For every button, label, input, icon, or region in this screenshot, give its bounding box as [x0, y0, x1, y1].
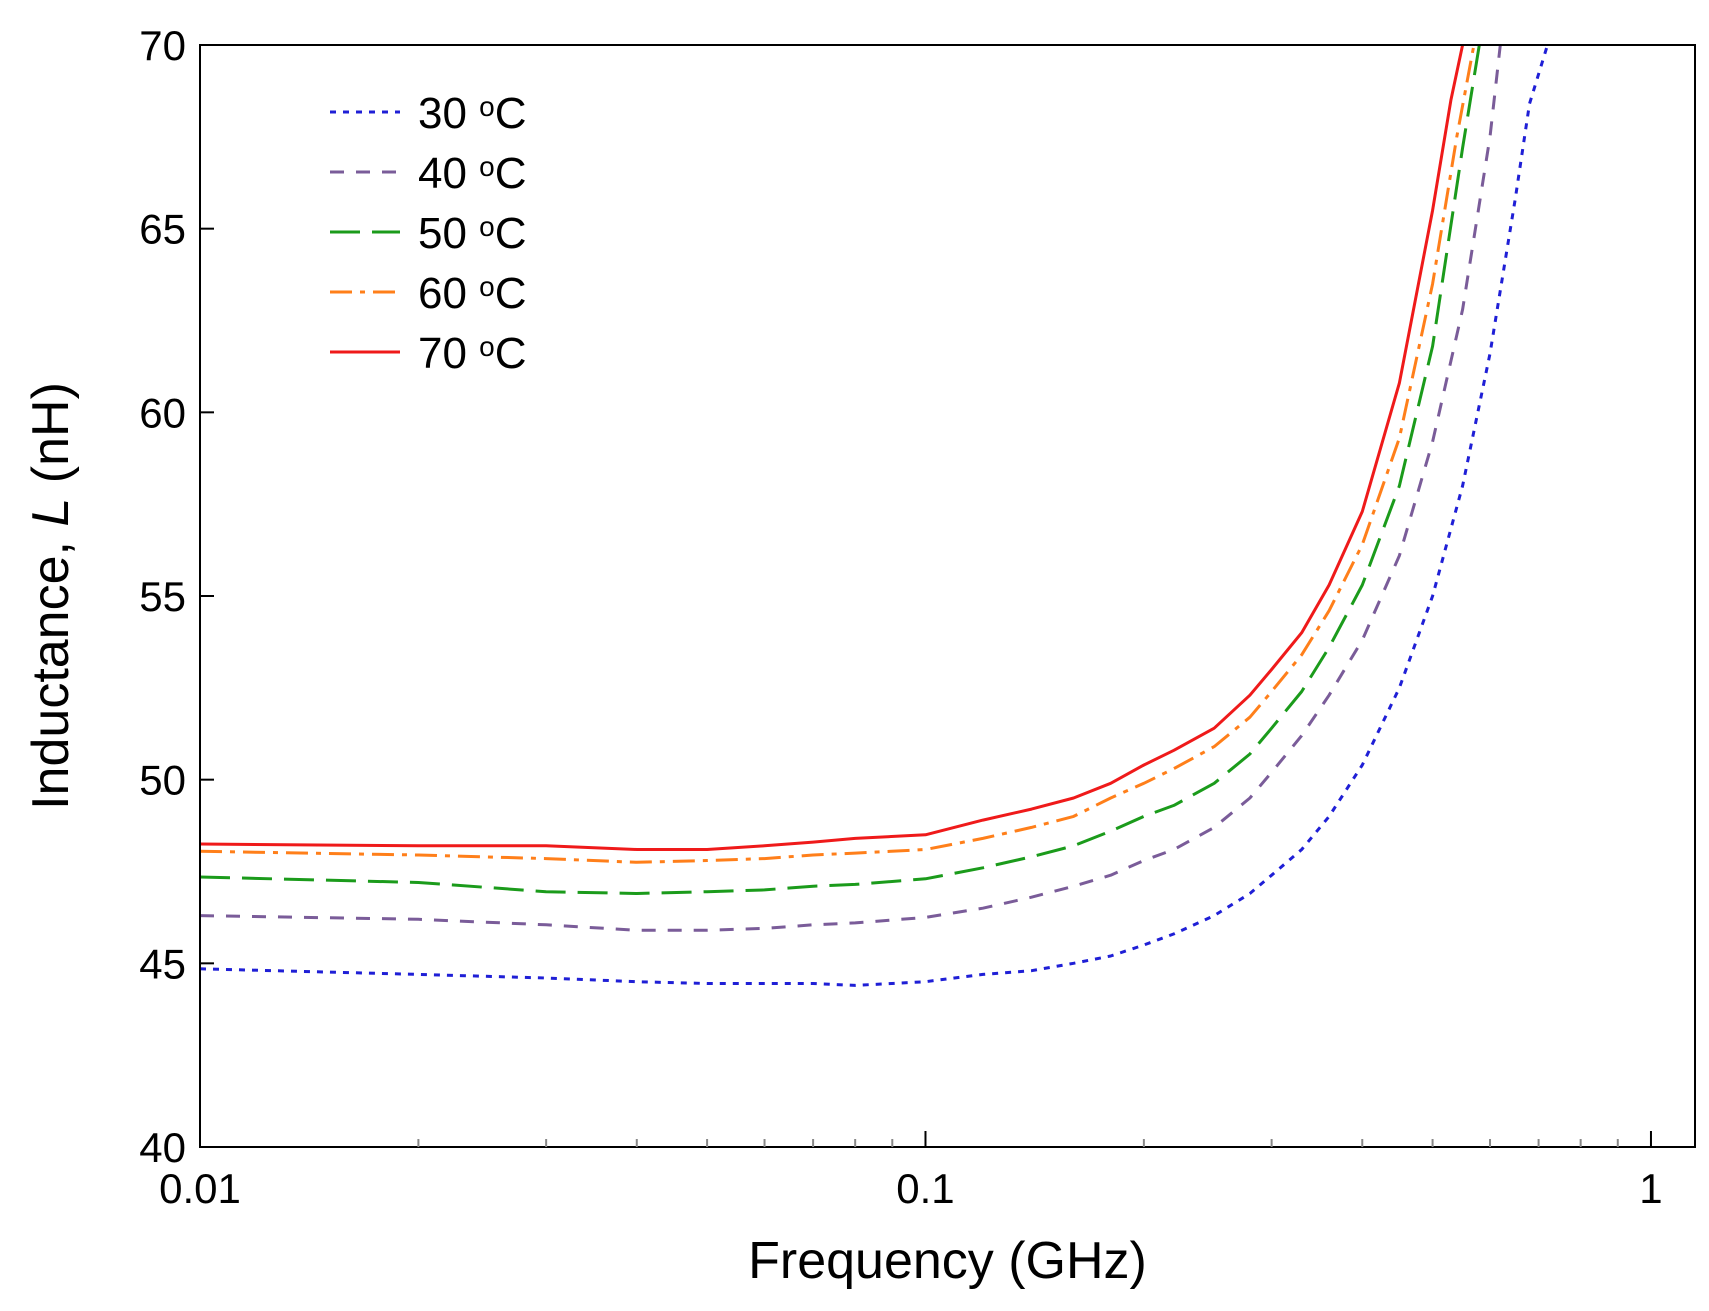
x-tick-label: 1	[1639, 1165, 1662, 1212]
x-axis-title: Frequency (GHz)	[748, 1232, 1147, 1290]
series-line-30C	[200, 45, 1549, 987]
y-tick-label: 70	[139, 22, 186, 69]
series-layer	[200, 45, 1549, 987]
x-tick-label: 0.1	[896, 1165, 954, 1212]
y-tick-label: 50	[139, 757, 186, 804]
legend-label-50C: 50 oC	[418, 209, 527, 258]
y-axis-title-prefix: Inductance,	[22, 527, 80, 810]
series-line-40C	[200, 45, 1502, 932]
series-line-60C	[200, 45, 1476, 864]
y-axis-title-suffix: (nH)	[22, 382, 80, 498]
y-tick-label: 65	[139, 206, 186, 253]
x-tick-label: 0.01	[159, 1165, 241, 1212]
y-tick-label: 55	[139, 573, 186, 620]
legend-label-40C: 40 oC	[418, 149, 527, 198]
series-line-50C	[200, 45, 1481, 895]
series-line-70C	[200, 45, 1465, 851]
y-axis-title-symbol: L	[22, 498, 80, 527]
y-tick-label: 60	[139, 389, 186, 436]
y-axis-title: Inductance, L (nH)	[22, 382, 80, 810]
y-tick-label: 40	[139, 1124, 186, 1171]
legend: 30 oC 40 oC 50 oC 60 oC 70 oC	[330, 89, 527, 378]
legend-label-60C: 60 oC	[418, 269, 527, 318]
y-tick-label: 45	[139, 940, 186, 987]
legend-label-70C: 70 oC	[418, 329, 527, 378]
legend-label-30C: 30 oC	[418, 89, 527, 138]
tick-layer: 40 45 50 55 60 65 70 0.01 0.1 1	[139, 22, 1662, 1212]
